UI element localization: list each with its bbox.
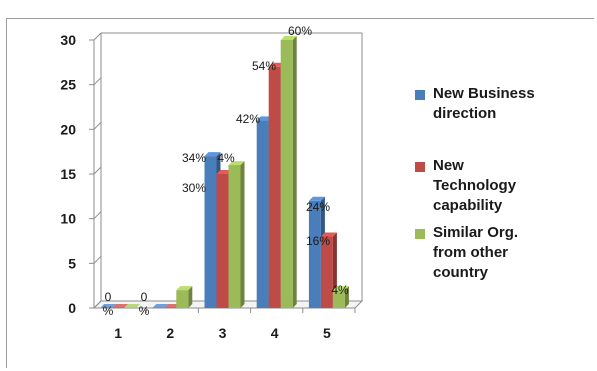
- y-tick-label: 10: [60, 211, 76, 227]
- bar: [176, 290, 189, 308]
- legend-swatch: [415, 162, 425, 172]
- bar-top: [280, 36, 297, 40]
- data-label: 0%: [103, 290, 114, 318]
- bar-flat: [124, 304, 141, 308]
- chart-frame: [6, 18, 594, 368]
- data-label: 60%: [288, 24, 312, 38]
- bar-flat: [152, 304, 169, 308]
- y-tick-depth: [93, 166, 102, 175]
- x-tick-label: 3: [219, 325, 227, 341]
- bar: [256, 120, 269, 309]
- y-tick-depth: [93, 211, 102, 220]
- y-tick-label: 20: [60, 121, 76, 137]
- bar: [204, 156, 217, 308]
- y-tick-depth: [93, 77, 102, 86]
- y-tick-depth: [93, 300, 102, 309]
- bar: [228, 165, 241, 308]
- x-tick-label: 5: [323, 325, 331, 341]
- legend-swatch: [415, 90, 425, 100]
- data-label: 0%: [139, 290, 150, 318]
- data-label: 24%: [306, 200, 330, 214]
- y-tick-depth: [93, 32, 102, 41]
- y-tick-label: 25: [60, 77, 76, 93]
- bar-flat: [100, 304, 117, 308]
- y-tick-label: 30: [60, 32, 76, 48]
- x-tick-label: 1: [114, 325, 122, 341]
- bar-flat: [112, 304, 129, 308]
- data-label: 4%: [331, 283, 349, 297]
- legend-swatch: [415, 229, 425, 239]
- bar-side: [188, 286, 193, 308]
- bar-top: [332, 286, 349, 291]
- data-label: 16%: [306, 234, 330, 248]
- data-label: 30%: [182, 181, 206, 195]
- bar-top: [228, 161, 245, 166]
- bar-side: [292, 36, 297, 308]
- bar: [216, 174, 229, 308]
- bar-side: [344, 286, 349, 308]
- x-tick-label: 2: [166, 325, 174, 341]
- y-tick-depth: [93, 255, 102, 264]
- bar: [308, 200, 321, 308]
- data-label: 42%: [236, 112, 260, 126]
- bar-top: [204, 152, 221, 157]
- bar-top: [176, 286, 193, 291]
- bar: [268, 66, 281, 308]
- bar-top: [320, 232, 337, 237]
- data-label: 54%: [252, 59, 276, 73]
- data-label: 4%: [217, 151, 235, 165]
- legend-label: Similar Org. from other country: [433, 224, 518, 281]
- legend-label: New Business direction: [433, 85, 535, 122]
- y-tick-label: 5: [68, 255, 76, 271]
- x-tick-label: 4: [271, 325, 279, 341]
- y-tick-depth: [93, 121, 102, 130]
- bar: [320, 236, 333, 308]
- legend-label: New Technology capability: [433, 157, 517, 214]
- bar: [280, 40, 293, 308]
- data-label: 34%: [182, 151, 206, 165]
- bar-top: [308, 196, 325, 201]
- y-tick-label: 0: [68, 300, 76, 316]
- y-tick-label: 15: [60, 166, 76, 182]
- bar-side: [240, 161, 245, 308]
- bar: [332, 290, 345, 308]
